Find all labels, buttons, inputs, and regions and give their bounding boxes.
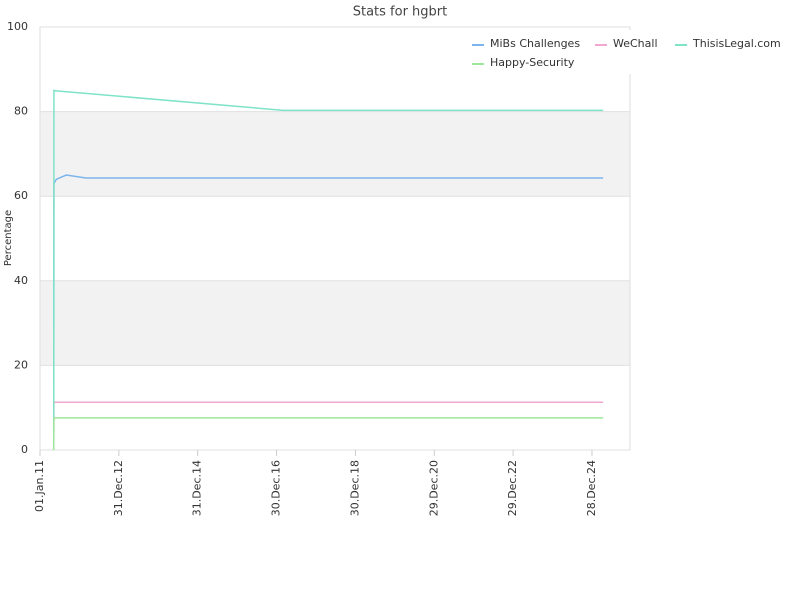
x-tick-label: 01.Jan.11	[33, 460, 46, 512]
x-tick-label: 29.Dec.22	[506, 460, 519, 516]
chart-title: Stats for hgbrt	[353, 5, 448, 20]
legend-label: Happy-Security	[490, 56, 575, 69]
x-tick-label: 30.Dec.16	[270, 460, 283, 516]
plot-band	[40, 111, 630, 197]
y-axis-label: Percentage	[3, 210, 14, 266]
legend-label: WeChall	[613, 37, 658, 50]
series-line	[52, 417, 604, 451]
y-tick-label: 60	[14, 189, 28, 202]
x-tick-label: 30.Dec.18	[348, 460, 361, 516]
x-tick-label: 31.Dec.12	[112, 460, 125, 516]
x-tick-label: 29.Dec.20	[427, 460, 440, 516]
y-tick-label: 20	[14, 358, 28, 371]
y-tick-label: 100	[7, 20, 28, 33]
legend-label: MiBs Challenges	[490, 37, 580, 50]
y-tick-label: 80	[14, 105, 28, 118]
x-tick-label: 31.Dec.14	[191, 460, 204, 516]
y-tick-label: 0	[21, 443, 28, 456]
y-tick-label: 40	[14, 274, 28, 287]
plot-band	[40, 280, 630, 366]
series-line	[52, 89, 604, 451]
x-tick-label: 28.Dec.24	[585, 460, 598, 516]
legend-label: ThisisLegal.com	[692, 37, 781, 50]
legend-box	[462, 30, 792, 74]
